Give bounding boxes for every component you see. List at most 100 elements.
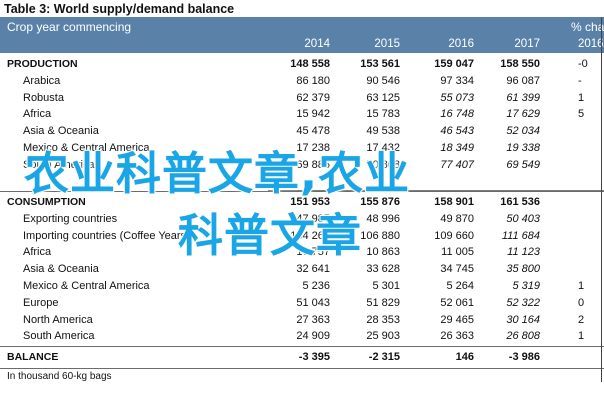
cell-2017: 52 034 <box>506 125 540 138</box>
table-row: Exporting countries 47 987 48 996 49 870 50 … <box>0 211 604 228</box>
row-label: Exporting countries <box>23 212 118 225</box>
table-header: Crop year commencing % chan 2014 2015 20… <box>0 17 604 53</box>
cell-2015: 5 301 <box>372 280 400 292</box>
cell-2017: 26 808 <box>506 330 540 343</box>
cell-2015: 153 561 <box>360 58 400 70</box>
cell-2015: 49 538 <box>366 125 400 138</box>
pct-change-header: % chan <box>571 20 604 34</box>
cell-2014: 47 987 <box>296 212 330 225</box>
cell-2015: 90 546 <box>366 74 400 87</box>
cell-2016: 159 047 <box>434 58 474 70</box>
section-row: PRODUCTION 148 558 153 561 159 047 158 550 -0 <box>0 56 604 73</box>
table-row: Europe 51 043 51 829 52 061 52 322 0 <box>0 295 604 312</box>
table-row: Africa 10 757 10 863 11 005 11 123 <box>0 244 604 261</box>
row-label: Mexico & Central America <box>23 142 150 154</box>
row-label: South America <box>23 330 95 343</box>
cell-2016: 34 745 <box>440 263 474 276</box>
table-row: South America 24 909 25 903 26 363 26 808 1 <box>0 328 604 345</box>
cell-2014: 86 180 <box>296 74 330 87</box>
table-row: Importing countries (Coffee Years) 104 26… <box>0 228 604 245</box>
cell-2016: 146 <box>455 351 474 363</box>
row-label: Importing countries (Coffee Years) <box>23 229 190 242</box>
cell-2017: 61 399 <box>506 91 540 104</box>
cell-2014: 5 236 <box>302 280 330 292</box>
cell-2016: 52 061 <box>440 296 474 309</box>
cell-2017: 35 800 <box>506 263 540 276</box>
cell-pct-change: - <box>578 74 582 87</box>
cell-pct-change: -0 <box>578 58 588 70</box>
table-row: North America 27 363 28 353 29 465 30 164 2 <box>0 312 604 329</box>
row-label: Asia & Oceania <box>23 125 99 138</box>
cell-2017: 52 322 <box>506 296 540 309</box>
year-2016: 2016 <box>448 38 474 50</box>
cell-2014: 45 478 <box>296 125 330 138</box>
cell-2016: 46 543 <box>440 125 474 138</box>
cell-2017: 17 629 <box>506 108 540 121</box>
cell-2014: 69 886 <box>296 158 330 171</box>
cell-pct-change: 1 <box>578 91 585 104</box>
table-row: Africa 15 942 15 783 16 748 17 629 5 <box>0 106 604 123</box>
cell-2017: 111 684 <box>501 229 540 242</box>
cell-2015: 25 903 <box>366 330 400 343</box>
cell-2014: 151 953 <box>290 196 330 208</box>
cell-2016: 5 264 <box>446 280 474 292</box>
cell-2015: 63 125 <box>366 91 400 104</box>
cell-2016: 55 073 <box>440 91 474 104</box>
cell-2016: 49 870 <box>440 212 474 225</box>
cell-2017: 5 319 <box>512 280 540 292</box>
cell-2017: 69 549 <box>506 158 540 171</box>
cell-2014: 15 942 <box>296 108 330 121</box>
table-bottom-line <box>0 368 604 369</box>
row-label: PRODUCTION <box>7 58 78 70</box>
cell-2014: 51 043 <box>296 296 330 309</box>
table-row: Mexico & Central America 5 236 5 301 5 264 5… <box>0 278 604 295</box>
section-divider <box>0 346 604 347</box>
cell-2016: 18 349 <box>440 142 474 154</box>
pct-change-subheader: 2016/ <box>578 38 604 50</box>
cell-2015: 155 876 <box>360 196 400 208</box>
cell-2014: 104 266 <box>290 229 330 242</box>
cell-2017: 158 550 <box>500 58 540 70</box>
row-label: Robusta <box>23 91 64 104</box>
cell-2017: 50 403 <box>506 212 540 225</box>
cell-2016: 11 005 <box>441 246 474 259</box>
watermark-line-1: 农业科普文章,农业 <box>23 147 411 200</box>
cell-2015: 17 432 <box>366 142 400 154</box>
cell-2014: 148 558 <box>290 58 330 70</box>
row-label: Africa <box>23 246 52 259</box>
section-divider <box>0 191 604 192</box>
row-label: Asia & Oceania <box>23 263 99 276</box>
cell-2017: 19 338 <box>506 142 540 154</box>
cell-2015: 70 808 <box>366 158 400 171</box>
cell-2015: 33 628 <box>366 263 400 276</box>
cell-2016: 158 901 <box>434 196 474 208</box>
cell-2015: 106 880 <box>360 229 400 242</box>
cell-2016: 16 748 <box>440 108 474 121</box>
cell-pct-change: 2 <box>578 313 585 326</box>
cell-pct-change: 1 <box>578 280 585 292</box>
table-title: Table 3: World supply/demand balance <box>4 2 235 16</box>
cell-2014: 62 379 <box>296 91 330 104</box>
year-2015: 2015 <box>374 38 400 50</box>
cell-2016: 77 407 <box>440 158 474 171</box>
row-label: BALANCE <box>7 351 59 363</box>
cell-2017: -3 986 <box>508 351 540 363</box>
cell-pct-change: 5 <box>578 108 585 121</box>
section-row: CONSUMPTION 151 953 155 876 158 901 161 536 <box>0 194 604 211</box>
cell-2017: 30 164 <box>506 313 540 326</box>
subtotal-line <box>268 190 604 191</box>
year-2014: 2014 <box>304 38 330 50</box>
cell-2014: 27 363 <box>296 313 330 326</box>
cell-pct-change: 0 <box>578 296 585 309</box>
cell-2016: 26 363 <box>440 330 474 343</box>
table-row: Robusta 62 379 63 125 55 073 61 399 1 <box>0 90 604 107</box>
right-border <box>601 17 602 382</box>
footnote: In thousand 60-kg bags <box>7 371 112 382</box>
cell-2014: 17 238 <box>296 142 330 154</box>
cell-2016: 97 334 <box>440 74 474 87</box>
watermark-line-2: 科普文章 <box>177 209 363 262</box>
cell-2014: -3 395 <box>298 351 330 363</box>
cell-2015: -2 315 <box>368 351 400 363</box>
row-label: CONSUMPTION <box>7 196 86 208</box>
cell-2017: 11 123 <box>507 246 540 259</box>
